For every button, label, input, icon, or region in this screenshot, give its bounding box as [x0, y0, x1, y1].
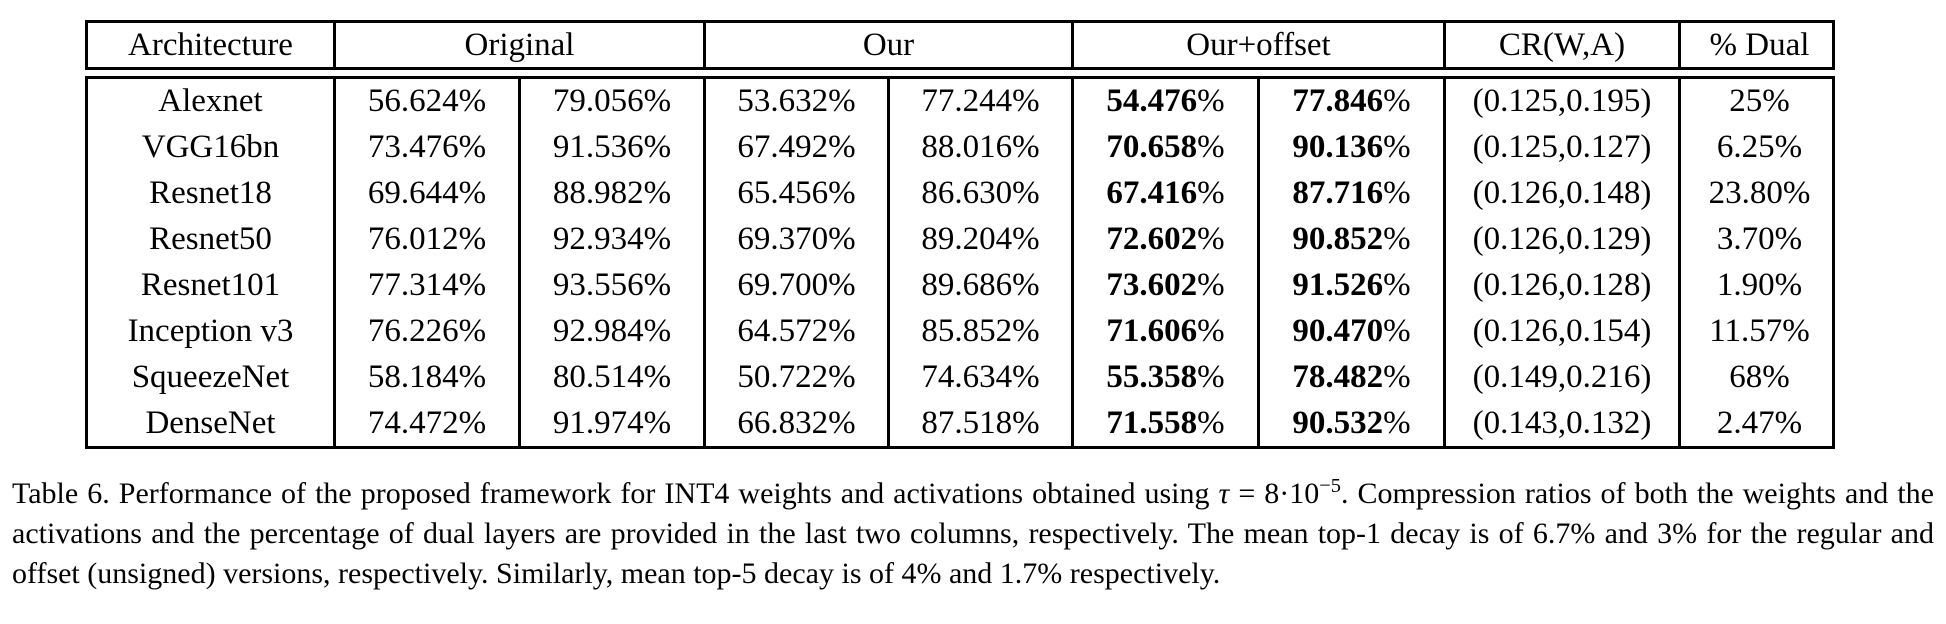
cell-architecture: DenseNet [145, 404, 276, 441]
cell-cr: (0.143,0.132) [1443, 400, 1678, 447]
cell-offset-top5: 90.136% [1257, 124, 1443, 171]
cell-offset-top1: 73.602% [1071, 262, 1257, 309]
cell-architecture: Alexnet [158, 83, 263, 120]
cell-offset-top5: 90.470% [1257, 308, 1443, 355]
tau-exponent: −5 [1319, 475, 1341, 497]
cell-offset-top1: 71.558% [1071, 400, 1257, 447]
cell-dual: 11.57% [1678, 308, 1838, 355]
tau-expression: = 8·10 [1229, 477, 1320, 510]
cell-our-top5: 89.686% [887, 262, 1071, 309]
cell-dual: 2.47% [1678, 400, 1838, 447]
table-header-row: Architecture Original Our Our+offset CR(W,A)… [85, 20, 1835, 70]
cell-original-top5: 80.514% [518, 354, 703, 401]
cell-offset-top5: 90.532% [1257, 400, 1443, 447]
cell-architecture: Inception v3 [127, 312, 294, 349]
header-architecture: Architecture [128, 26, 293, 63]
cell-offset-top5: 87.716% [1257, 170, 1443, 217]
caption-text-1: Table 6. Performance of the proposed fra… [12, 477, 1219, 510]
cell-dual: 6.25% [1678, 124, 1838, 171]
cell-architecture: Resnet101 [140, 267, 281, 303]
header-cr: CR(W,A) [1443, 23, 1678, 67]
cell-our-top5: 87.518% [887, 400, 1071, 447]
cell-cr: (0.126,0.154) [1443, 308, 1678, 355]
header-our-offset: Our+offset [1071, 23, 1443, 67]
cell-offset-top5: 91.526% [1257, 262, 1443, 309]
tau-symbol: τ [1218, 477, 1230, 510]
cell-offset-top1: 71.606% [1071, 308, 1257, 355]
cell-our-top1: 53.632% [703, 79, 887, 125]
cell-original-top1: 76.226% [333, 308, 518, 355]
cell-our-top5: 86.630% [887, 170, 1071, 217]
cell-our-top1: 65.456% [703, 170, 887, 217]
cell-offset-top5: 78.482% [1257, 354, 1443, 401]
table-body: Alexnet 56.624% 79.056% 53.632% 77.244% 54.47… [85, 76, 1838, 450]
cell-offset-top5: 77.846% [1257, 79, 1443, 125]
cell-our-top5: 88.016% [887, 124, 1071, 171]
cell-our-top1: 69.700% [703, 262, 887, 309]
header-original: Original [333, 23, 703, 67]
cell-architecture: Resnet50 [149, 221, 272, 258]
cell-original-top5: 92.984% [518, 308, 703, 355]
cell-our-top1: 50.722% [703, 354, 887, 401]
cell-dual: 68% [1678, 354, 1838, 401]
cell-original-top1: 73.476% [333, 124, 518, 171]
header-dual: % Dual [1678, 23, 1838, 67]
cell-original-top5: 91.974% [518, 400, 703, 447]
cell-offset-top1: 55.358% [1071, 354, 1257, 401]
table-caption: Table 6. Performance of the proposed fra… [12, 474, 1934, 594]
cell-our-top5: 77.244% [887, 79, 1071, 125]
cell-original-top1: 58.184% [333, 354, 518, 401]
cell-our-top1: 64.572% [703, 308, 887, 355]
cell-cr: (0.149,0.216) [1443, 354, 1678, 401]
cell-offset-top1: 54.476% [1071, 79, 1257, 125]
cell-architecture: Resnet18 [149, 175, 272, 212]
cell-dual: 1.90% [1678, 262, 1838, 309]
cell-our-top5: 74.634% [887, 354, 1071, 401]
cell-original-top1: 76.012% [333, 216, 518, 263]
cell-original-top5: 92.934% [518, 216, 703, 263]
cell-original-top1: 74.472% [333, 400, 518, 447]
cell-architecture: VGG16bn [141, 129, 280, 166]
cell-architecture: SqueezeNet [131, 358, 290, 395]
cell-original-top5: 91.536% [518, 124, 703, 171]
cell-offset-top1: 67.416% [1071, 170, 1257, 217]
cell-cr: (0.125,0.127) [1443, 124, 1678, 171]
cell-original-top1: 69.644% [333, 170, 518, 217]
caption-text-2: . Compression ratios of both the weights… [12, 477, 1934, 590]
cell-offset-top1: 72.602% [1071, 216, 1257, 263]
cell-original-top1: 56.624% [333, 79, 518, 125]
cell-dual: 23.80% [1678, 170, 1838, 217]
cell-dual: 3.70% [1678, 216, 1838, 263]
cell-offset-top5: 90.852% [1257, 216, 1443, 263]
cell-our-top5: 85.852% [887, 308, 1071, 355]
cell-dual: 25% [1678, 79, 1838, 125]
header-our: Our [703, 23, 1071, 67]
cell-our-top1: 66.832% [703, 400, 887, 447]
cell-our-top5: 89.204% [887, 216, 1071, 263]
cell-cr: (0.125,0.195) [1443, 79, 1678, 125]
cell-original-top1: 77.314% [333, 262, 518, 309]
cell-cr: (0.126,0.148) [1443, 170, 1678, 217]
cell-cr: (0.126,0.128) [1443, 262, 1678, 309]
cell-offset-top1: 70.658% [1071, 124, 1257, 171]
cell-cr: (0.126,0.129) [1443, 216, 1678, 263]
cell-our-top1: 67.492% [703, 124, 887, 171]
cell-original-top5: 88.982% [518, 170, 703, 217]
cell-original-top5: 79.056% [518, 79, 703, 125]
results-table: Architecture Original Our Our+offset CR(W,A)… [85, 20, 1838, 450]
cell-original-top5: 93.556% [518, 262, 703, 309]
cell-our-top1: 69.370% [703, 216, 887, 263]
